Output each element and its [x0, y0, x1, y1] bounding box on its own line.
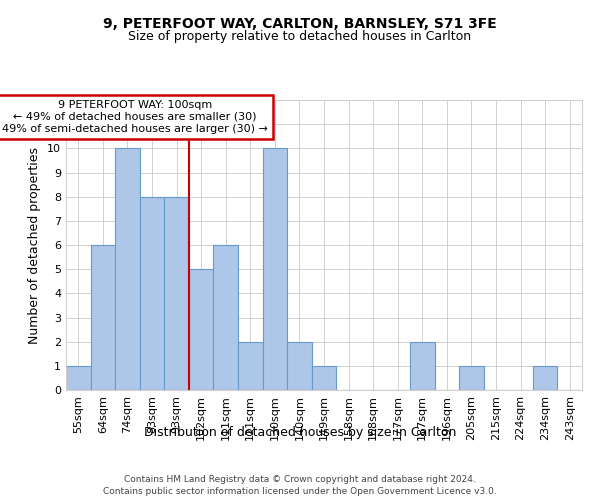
Bar [140, 196, 164, 390]
Text: Size of property relative to detached houses in Carlton: Size of property relative to detached ho… [128, 30, 472, 43]
Bar [459, 366, 484, 390]
Text: Distribution of detached houses by size in Carlton: Distribution of detached houses by size … [144, 426, 456, 439]
Bar [533, 366, 557, 390]
Bar [287, 342, 312, 390]
Bar [410, 342, 434, 390]
Bar [312, 366, 336, 390]
Text: Contains HM Land Registry data © Crown copyright and database right 2024.: Contains HM Land Registry data © Crown c… [124, 476, 476, 484]
Bar [164, 196, 189, 390]
Bar [91, 245, 115, 390]
Bar [214, 245, 238, 390]
Text: 9 PETERFOOT WAY: 100sqm
← 49% of detached houses are smaller (30)
49% of semi-de: 9 PETERFOOT WAY: 100sqm ← 49% of detache… [2, 100, 268, 134]
Bar [66, 366, 91, 390]
Bar [238, 342, 263, 390]
Bar [189, 269, 214, 390]
Text: 9, PETERFOOT WAY, CARLTON, BARNSLEY, S71 3FE: 9, PETERFOOT WAY, CARLTON, BARNSLEY, S71… [103, 18, 497, 32]
Text: Contains public sector information licensed under the Open Government Licence v3: Contains public sector information licen… [103, 486, 497, 496]
Bar [263, 148, 287, 390]
Bar [115, 148, 140, 390]
Y-axis label: Number of detached properties: Number of detached properties [28, 146, 41, 344]
